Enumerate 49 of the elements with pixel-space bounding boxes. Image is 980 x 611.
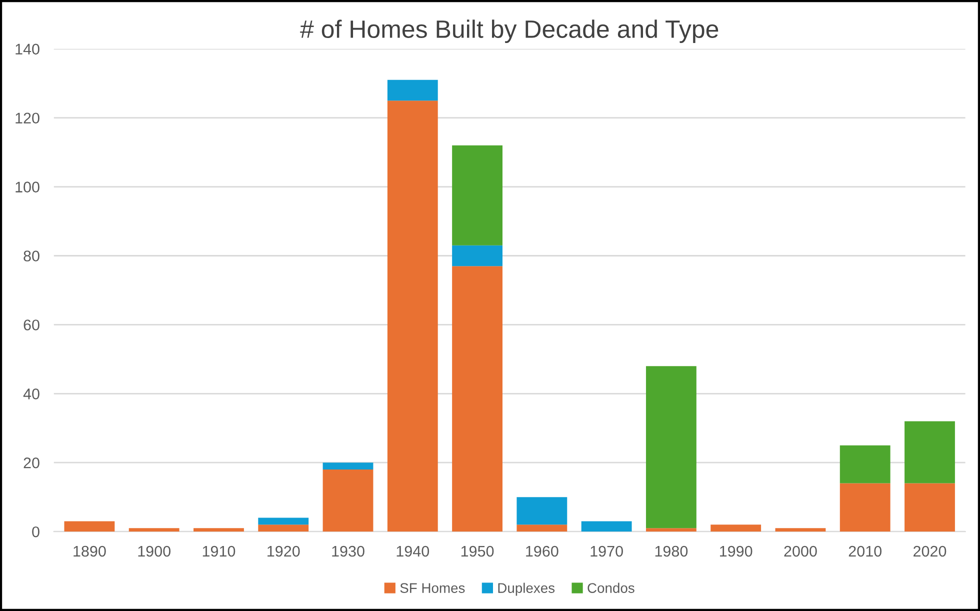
x-tick-label: 1970 <box>590 546 623 557</box>
bar <box>840 483 890 532</box>
bar <box>452 245 502 266</box>
y-tick-label: 100 <box>16 182 40 192</box>
legend-label: SF Homes <box>400 583 465 593</box>
bar <box>904 483 955 532</box>
x-tick-label: 2010 <box>848 546 882 557</box>
bar <box>646 528 696 532</box>
x-tick-label: 1980 <box>655 546 688 557</box>
y-tick-label: 60 <box>24 320 40 330</box>
bar <box>452 266 502 532</box>
y-tick-label: 140 <box>16 44 40 55</box>
legend-label: Condos <box>588 582 634 593</box>
bar <box>710 524 762 532</box>
x-tick-label: 1900 <box>138 546 170 557</box>
x-tick-label: 1920 <box>268 546 300 557</box>
x-tick-label: 2000 <box>784 546 817 557</box>
bar <box>516 524 568 532</box>
y-tick-label: 20 <box>24 457 40 468</box>
x-tick-label: 1990 <box>720 546 752 557</box>
bar <box>387 80 438 101</box>
bar <box>387 100 438 532</box>
bar <box>452 145 502 246</box>
chart-title: # of Homes Built by Decade and Type <box>300 20 718 43</box>
y-tick-label: 0 <box>32 526 40 538</box>
x-tick-label: 1960 <box>526 546 558 557</box>
bar <box>64 521 115 532</box>
bar <box>646 366 696 528</box>
bar <box>258 518 309 525</box>
legend-label: Duplexes <box>498 582 555 596</box>
bar <box>840 445 890 484</box>
bar <box>322 470 374 532</box>
x-tick-label: 1890 <box>74 546 106 557</box>
x-tick-label: 1930 <box>332 546 364 557</box>
x-tick-label: 1950 <box>461 546 494 557</box>
bar <box>581 521 632 532</box>
y-tick-label: 80 <box>24 250 40 262</box>
y-tick-label: 40 <box>23 388 40 400</box>
y-tick-label: 120 <box>16 112 40 124</box>
bar <box>258 524 309 532</box>
bar <box>775 528 826 532</box>
bar <box>322 462 374 470</box>
bar <box>194 528 244 532</box>
x-tick-label: 1910 <box>202 546 236 557</box>
bar <box>128 528 180 532</box>
bar <box>516 497 568 525</box>
x-tick-label: 1940 <box>396 546 430 557</box>
bar <box>904 421 955 484</box>
x-tick-label: 2020 <box>914 546 946 557</box>
